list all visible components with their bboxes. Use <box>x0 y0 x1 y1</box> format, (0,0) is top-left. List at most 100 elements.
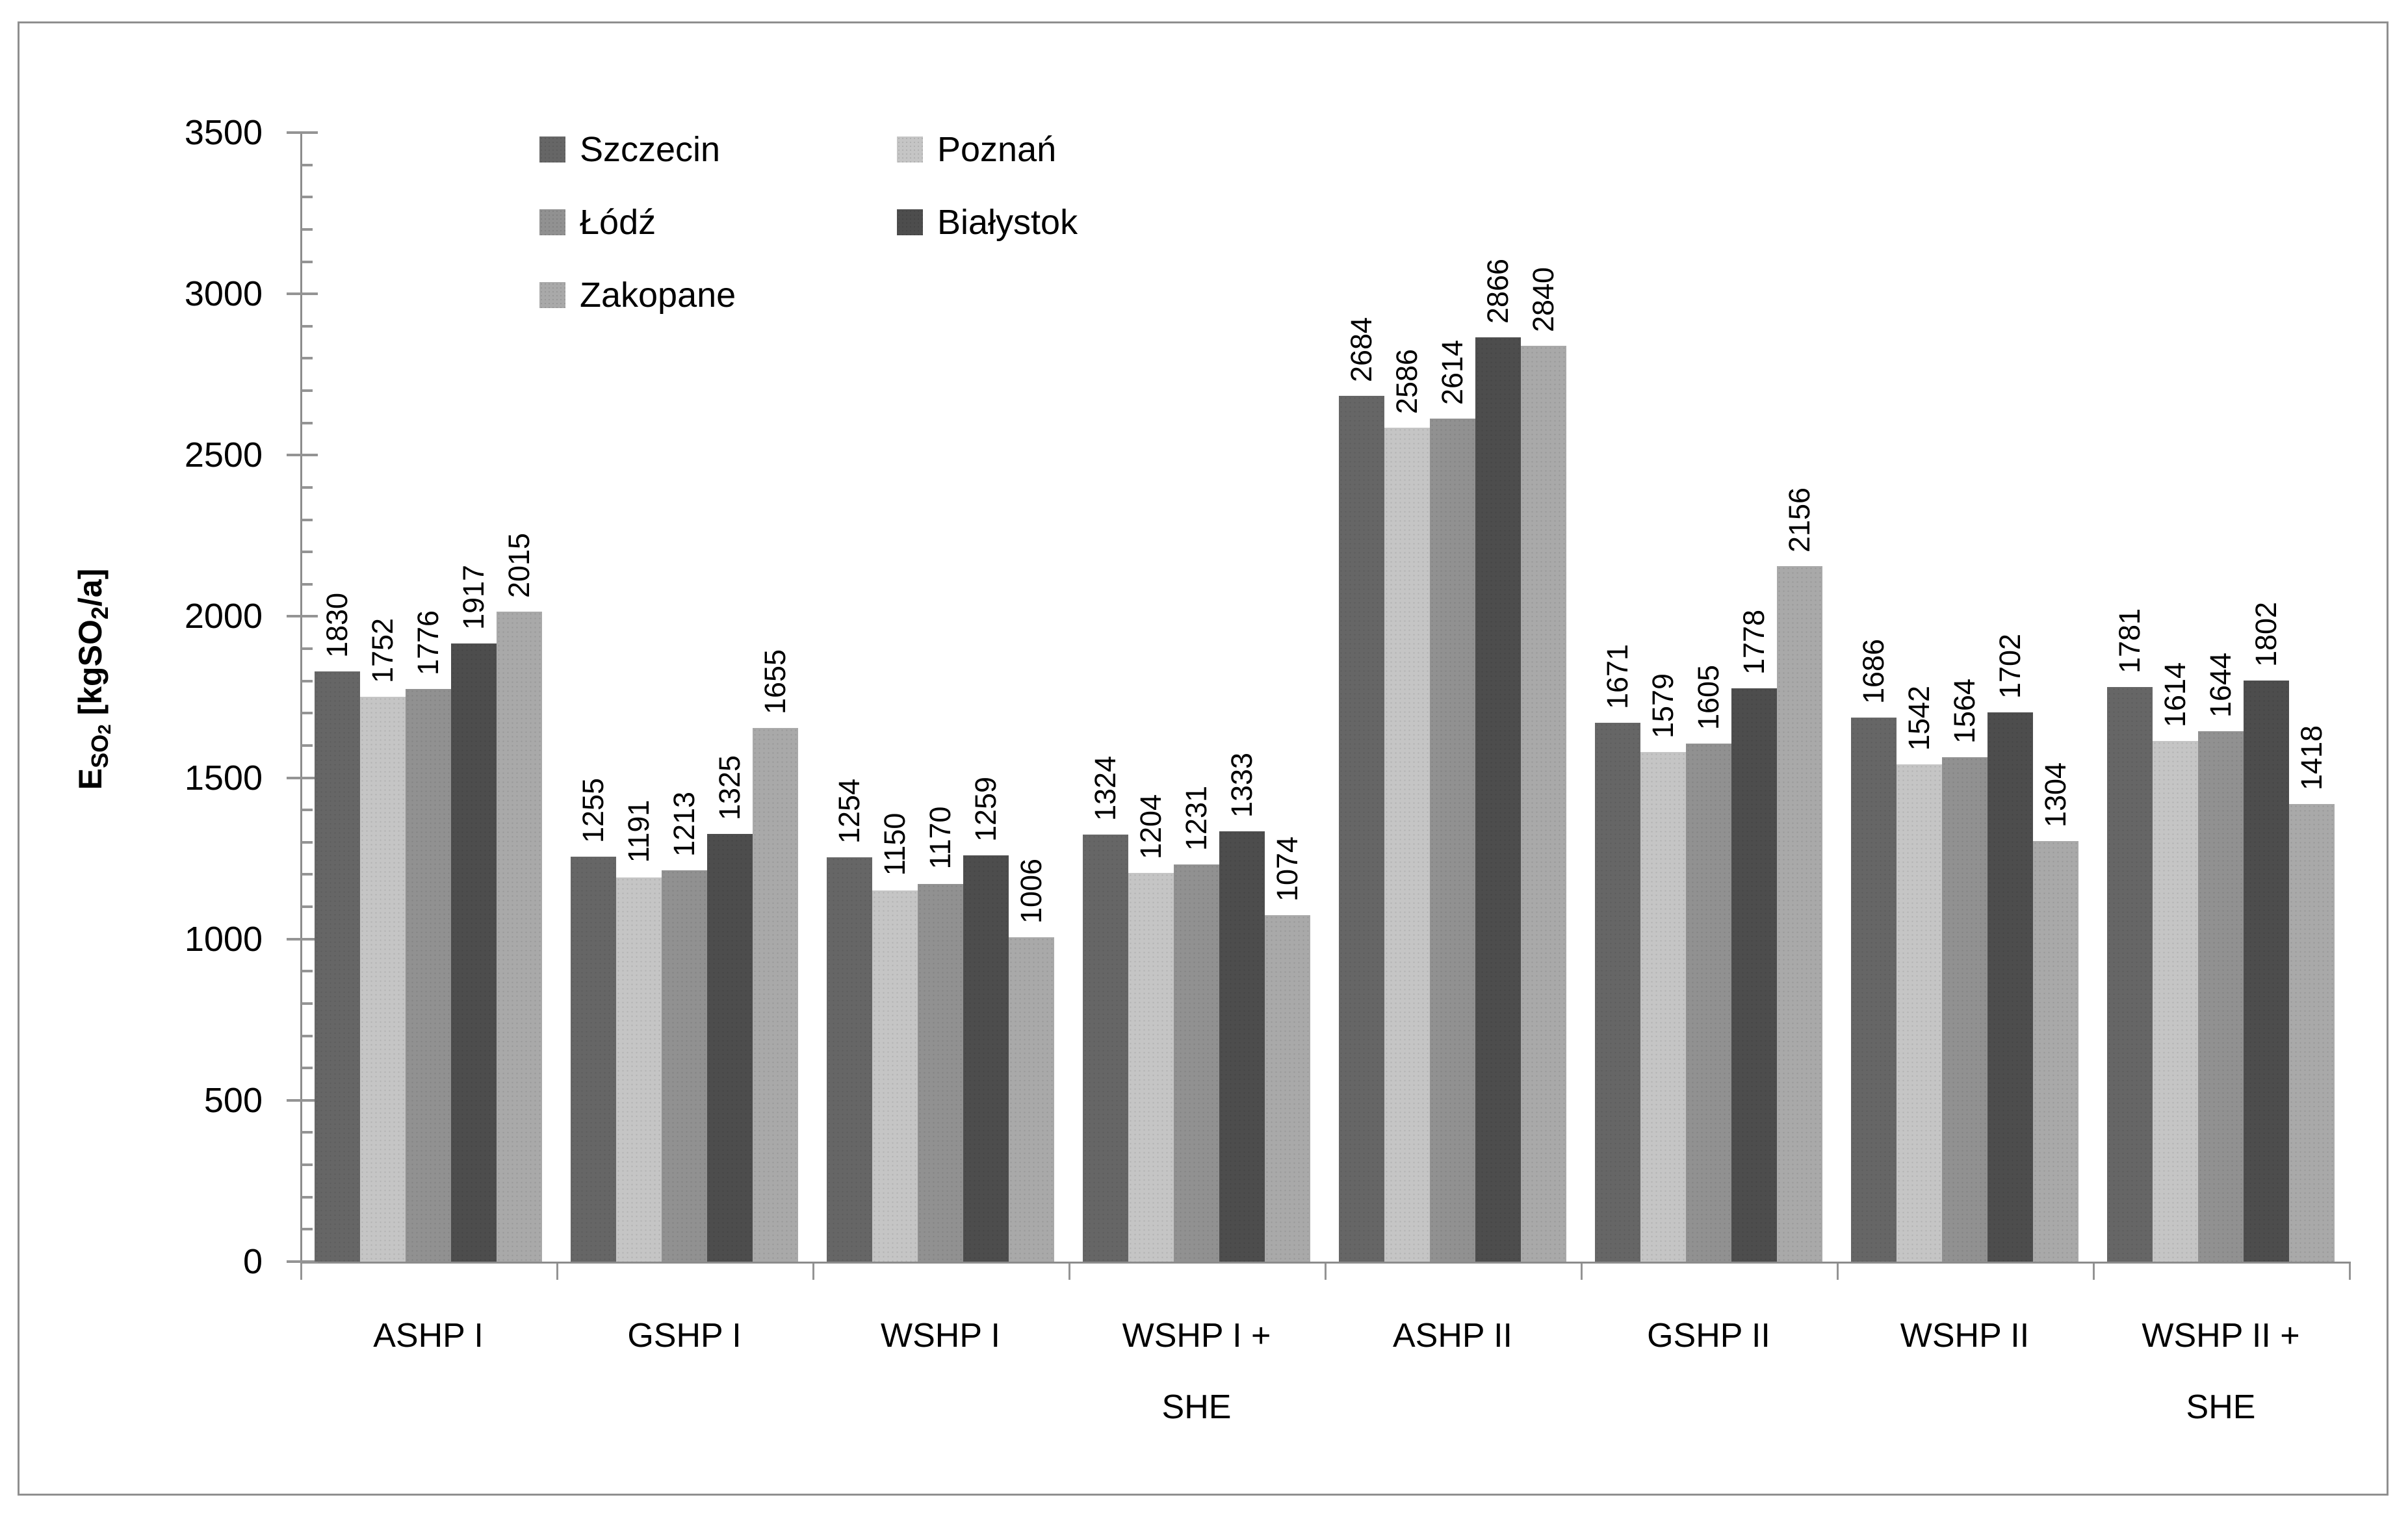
bar-value-label: 1614 <box>2158 662 2192 728</box>
y-axis-tick-label: 1000 <box>184 919 263 959</box>
y-axis-major-tick <box>287 776 318 779</box>
bar <box>2289 804 2335 1262</box>
y-axis-minor-tick <box>302 840 313 844</box>
bar-value-label: 1671 <box>1601 643 1634 709</box>
legend-swatch <box>539 136 565 162</box>
bar-value-label: 1802 <box>2249 601 2283 667</box>
chart-frame <box>18 21 2389 1496</box>
y-axis-tick-label: 500 <box>203 1080 263 1120</box>
legend-item: Białystok <box>897 203 1170 242</box>
bar <box>707 834 753 1262</box>
bar-value-label: 1781 <box>2113 608 2146 674</box>
y-axis-tick-label: 0 <box>242 1242 263 1281</box>
x-axis-boundary-tick <box>1068 1264 1070 1280</box>
y-axis-title-part: [kgSO <box>72 619 109 725</box>
bar-value-label: 2156 <box>1783 487 1816 553</box>
bar <box>1595 722 1640 1262</box>
bar-value-label: 1917 <box>457 564 490 630</box>
y-axis-tick-label: 2000 <box>184 597 263 636</box>
bar <box>1897 764 1942 1262</box>
bar <box>662 870 707 1262</box>
bar <box>1265 915 1310 1262</box>
bar-value-label: 1170 <box>924 806 957 870</box>
bar <box>1942 757 1987 1262</box>
bar-value-label: 1655 <box>758 649 792 714</box>
bar-value-label: 1333 <box>1225 753 1258 818</box>
y-axis-minor-tick <box>302 1067 313 1070</box>
x-axis-category-label: WSHP I + <box>1122 1317 1271 1355</box>
bar-value-label: 1542 <box>1902 685 1935 751</box>
y-axis-minor-tick <box>302 582 313 586</box>
bar <box>1430 418 1475 1262</box>
bar <box>1640 752 1686 1262</box>
y-axis-title-part: 2 <box>94 724 114 734</box>
legend-label: Zakopane <box>580 276 736 315</box>
y-axis-minor-tick <box>302 357 313 360</box>
x-axis-category-label: ASHP I <box>373 1317 484 1355</box>
bar <box>406 688 451 1262</box>
bar-value-label: 2684 <box>1345 317 1378 383</box>
legend-label: Łódź <box>580 203 656 242</box>
bar <box>1174 864 1219 1262</box>
y-axis-minor-tick <box>302 1002 313 1005</box>
legend-swatch <box>897 136 923 162</box>
bar <box>360 696 406 1262</box>
bar <box>1521 345 1566 1262</box>
bar-value-label: 1605 <box>1692 665 1725 731</box>
bar <box>1475 337 1521 1262</box>
bar-value-label: 1150 <box>878 812 911 876</box>
bar-value-label: 1752 <box>366 617 399 683</box>
legend-label: Poznań <box>937 130 1057 169</box>
y-axis-major-tick <box>287 454 318 457</box>
bar <box>1777 566 1822 1262</box>
bar <box>1128 873 1174 1262</box>
y-axis-minor-tick <box>302 421 313 424</box>
bar-value-label: 1213 <box>667 791 701 857</box>
y-axis-minor-tick <box>302 970 313 973</box>
bar <box>1987 712 2033 1262</box>
bar-value-label: 1304 <box>2039 762 2072 827</box>
bar <box>918 884 963 1262</box>
bar-value-label: 1231 <box>1180 786 1213 851</box>
y-axis-major-tick <box>287 1260 318 1263</box>
bar-value-label: 1006 <box>1015 858 1048 924</box>
y-axis-minor-tick <box>302 486 313 489</box>
y-axis-minor-tick <box>302 1034 313 1037</box>
y-axis-minor-tick <box>302 712 313 715</box>
x-axis-boundary-tick <box>556 1264 558 1280</box>
y-axis-minor-tick <box>302 647 313 651</box>
legend-swatch <box>539 209 565 235</box>
bar-value-label: 1325 <box>713 755 746 821</box>
bar <box>1219 831 1265 1262</box>
bar-value-label: 2614 <box>1436 339 1469 405</box>
x-axis-category-label: GSHP II <box>1647 1317 1770 1355</box>
y-axis-minor-tick <box>302 679 313 682</box>
bar <box>497 611 542 1262</box>
y-axis-major-tick <box>287 292 318 296</box>
x-axis-boundary-tick <box>1581 1264 1583 1280</box>
bar-value-label: 1579 <box>1646 673 1679 739</box>
y-axis-major-tick <box>287 615 318 618</box>
y-axis-major-tick <box>287 937 318 941</box>
bar-value-label: 1776 <box>411 610 445 675</box>
bar <box>753 727 798 1262</box>
y-axis-minor-tick <box>302 518 313 521</box>
x-axis-boundary-tick <box>2349 1264 2351 1280</box>
y-axis-minor-tick <box>302 551 313 554</box>
bar <box>1339 395 1384 1262</box>
bar-value-label: 2586 <box>1390 348 1423 414</box>
y-axis-line <box>300 133 302 1264</box>
legend-label: Białystok <box>937 203 1078 242</box>
bar-value-label: 1418 <box>2295 725 2328 791</box>
legend-item: Poznań <box>897 130 1170 169</box>
bar <box>2244 680 2289 1262</box>
bar-value-label: 1686 <box>1857 639 1890 705</box>
bar-value-label: 1778 <box>1737 609 1770 675</box>
bar <box>2198 731 2244 1262</box>
y-axis-minor-tick <box>302 260 313 263</box>
y-axis-minor-tick <box>302 324 313 328</box>
bar-value-label: 1191 <box>622 799 655 863</box>
x-axis-boundary-tick <box>812 1264 814 1280</box>
y-axis-minor-tick <box>302 163 313 166</box>
